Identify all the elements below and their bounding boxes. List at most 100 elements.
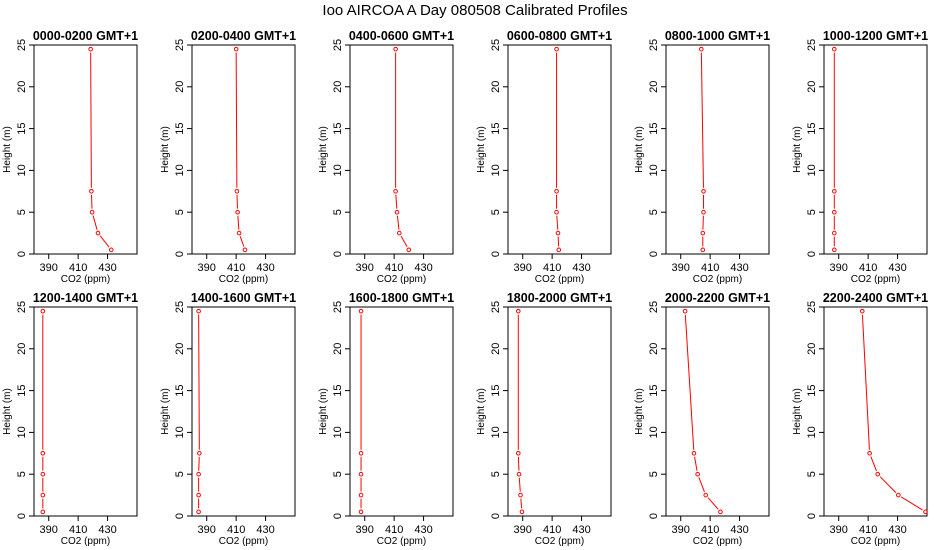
x-tick-label: 410 bbox=[69, 262, 87, 274]
y-tick-label: 5 bbox=[648, 471, 660, 477]
y-axis-label: Height (m) bbox=[160, 126, 171, 173]
y-tick-label: 0 bbox=[174, 251, 186, 257]
y-tick-label: 20 bbox=[806, 343, 818, 355]
y-tick-label: 20 bbox=[16, 81, 28, 93]
profile-segment bbox=[395, 194, 398, 209]
x-tick-label: 430 bbox=[572, 524, 590, 536]
profile-point bbox=[196, 471, 201, 477]
y-tick-label: 0 bbox=[806, 251, 818, 257]
x-tick-label: 390 bbox=[514, 524, 532, 536]
y-tick-label: 25 bbox=[490, 301, 502, 313]
y-tick-label: 0 bbox=[174, 513, 186, 519]
profile-segment bbox=[694, 456, 698, 471]
x-tick-label: 410 bbox=[227, 262, 245, 274]
y-axis-label: Height (m) bbox=[792, 126, 803, 173]
profile-point bbox=[519, 509, 525, 515]
y-tick-label: 20 bbox=[332, 343, 344, 355]
y-tick-label: 5 bbox=[332, 471, 344, 477]
plot-frame bbox=[823, 306, 928, 517]
y-tick-label: 20 bbox=[806, 81, 818, 93]
y-tick-label: 20 bbox=[332, 81, 344, 93]
x-axis-label: CO2 (ppm) bbox=[851, 274, 900, 285]
profile-point bbox=[40, 308, 46, 314]
profile-point bbox=[701, 189, 706, 194]
profile-point bbox=[556, 247, 562, 253]
profile-point bbox=[358, 471, 364, 477]
profile-segment bbox=[400, 235, 408, 248]
profile-point bbox=[832, 46, 837, 52]
x-axis-label: CO2 (ppm) bbox=[377, 536, 426, 547]
profile-point bbox=[358, 492, 364, 498]
x-tick-label: 410 bbox=[543, 524, 561, 536]
y-axis-label: Height (m) bbox=[634, 126, 645, 173]
y-tick-label: 25 bbox=[16, 39, 28, 51]
y-tick-label: 20 bbox=[648, 343, 660, 355]
profile-segment bbox=[396, 215, 400, 230]
profile-point bbox=[832, 209, 837, 215]
y-tick-label: 0 bbox=[490, 513, 502, 519]
profile-point bbox=[518, 492, 523, 498]
x-tick-label: 410 bbox=[859, 262, 877, 274]
plot-frame bbox=[33, 306, 138, 517]
y-tick-label: 25 bbox=[490, 39, 502, 51]
x-tick-label: 390 bbox=[198, 524, 216, 536]
profile-point bbox=[896, 492, 901, 498]
y-tick-label: 20 bbox=[490, 81, 502, 93]
y-axis-label: Height (m) bbox=[318, 388, 329, 435]
panel-title: 0200-0400 GMT+1 bbox=[191, 29, 296, 43]
y-tick-label: 0 bbox=[332, 251, 344, 257]
profile-point bbox=[832, 247, 837, 253]
profile-point bbox=[516, 471, 522, 477]
x-tick-label: 430 bbox=[414, 524, 432, 536]
y-tick-label: 15 bbox=[16, 122, 28, 134]
profile-point bbox=[832, 230, 837, 236]
panel-title: 1800-2000 GMT+1 bbox=[507, 291, 612, 305]
figure-title: Ioo AIRCOA A Day 080508 Calibrated Profi… bbox=[322, 2, 627, 19]
x-axis-label: CO2 (ppm) bbox=[693, 536, 742, 547]
y-tick-label: 10 bbox=[174, 164, 186, 176]
profile-point bbox=[89, 209, 95, 215]
x-axis-label: CO2 (ppm) bbox=[61, 536, 110, 547]
y-tick-label: 25 bbox=[806, 39, 818, 51]
x-tick-label: 410 bbox=[69, 524, 87, 536]
y-tick-label: 5 bbox=[806, 209, 818, 215]
profile-point bbox=[875, 471, 881, 477]
x-tick-label: 390 bbox=[830, 262, 848, 274]
profile-point bbox=[236, 230, 242, 236]
profile-point bbox=[234, 189, 240, 194]
y-tick-label: 5 bbox=[648, 209, 660, 215]
profile-point bbox=[701, 209, 706, 215]
y-tick-label: 15 bbox=[490, 384, 502, 396]
x-tick-label: 390 bbox=[198, 262, 216, 274]
y-axis-label: Height (m) bbox=[792, 388, 803, 435]
x-tick-label: 390 bbox=[672, 262, 690, 274]
x-axis-label: CO2 (ppm) bbox=[851, 536, 900, 547]
profile-point bbox=[682, 308, 688, 314]
x-tick-label: 390 bbox=[40, 524, 58, 536]
profile-point bbox=[718, 509, 723, 515]
profile-point bbox=[554, 189, 559, 194]
profile-point bbox=[196, 509, 201, 515]
panel-title: 0000-0200 GMT+1 bbox=[33, 29, 138, 43]
panel-title: 1200-1400 GMT+1 bbox=[33, 291, 138, 305]
x-tick-label: 390 bbox=[356, 524, 374, 536]
panel-title: 1600-1800 GMT+1 bbox=[349, 291, 454, 305]
y-tick-label: 10 bbox=[648, 426, 660, 438]
panel-title: 0400-0600 GMT+1 bbox=[349, 29, 454, 43]
profile-point bbox=[242, 247, 248, 253]
x-axis-label: CO2 (ppm) bbox=[377, 274, 426, 285]
profile-segment bbox=[239, 236, 245, 247]
profile-segment bbox=[698, 477, 705, 493]
plot-frame bbox=[507, 44, 612, 255]
y-tick-label: 15 bbox=[806, 384, 818, 396]
x-axis-label: CO2 (ppm) bbox=[693, 274, 742, 285]
profile-segment bbox=[90, 52, 92, 188]
profile-point bbox=[197, 451, 202, 456]
y-tick-label: 15 bbox=[332, 122, 344, 134]
profile-segment bbox=[92, 215, 98, 230]
y-tick-label: 5 bbox=[490, 209, 502, 215]
